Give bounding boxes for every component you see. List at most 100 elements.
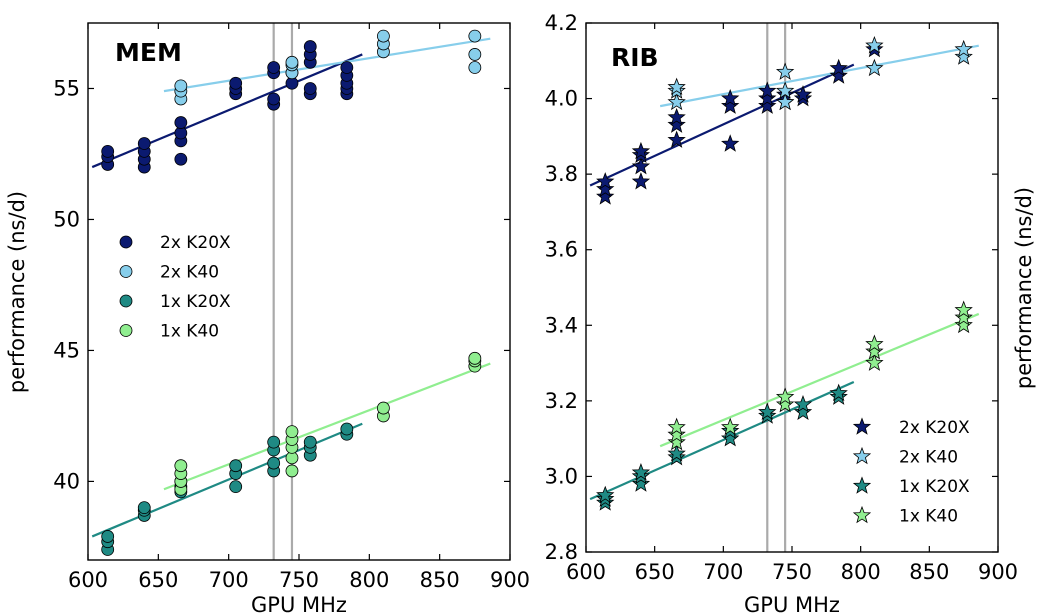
rib-x-tick-label: 900 <box>978 560 1018 584</box>
rib-data-point <box>631 156 651 175</box>
mem-data-point <box>174 152 188 166</box>
mem-data-point <box>468 48 482 61</box>
rib-fit-line <box>589 380 855 501</box>
mem-legend-marker <box>119 324 133 337</box>
mem-data-point <box>229 480 243 494</box>
rib-data-point <box>865 58 884 77</box>
mem-data-point <box>340 422 354 436</box>
rib-data-point <box>758 402 777 420</box>
mem-panel-title: MEM <box>115 38 182 67</box>
rib-data-point <box>954 308 973 326</box>
rib-data-point <box>631 172 651 190</box>
rib-legend-marker <box>852 505 872 524</box>
rib-data-point <box>954 315 973 334</box>
mem-data-point <box>101 530 115 543</box>
mem-data-point <box>137 501 151 515</box>
rib-data-point <box>721 429 740 447</box>
rib-x-tick-label: 750 <box>772 560 812 584</box>
mem-data-point <box>468 351 482 365</box>
mem-x-tick-label: 650 <box>138 568 178 592</box>
mem-data-point <box>174 79 188 93</box>
rib-y-tick-label: 2.8 <box>545 540 578 564</box>
rib-data-point <box>667 417 686 436</box>
mem-data-point <box>174 459 188 473</box>
mem-data-point <box>285 55 299 69</box>
mem-data-point <box>376 29 390 43</box>
rib-data-point <box>954 39 973 58</box>
mem-y-tick-label: 50 <box>53 207 80 231</box>
rib-data-point <box>596 172 615 190</box>
rib-data-point <box>758 96 777 114</box>
rib-y-tick-label: 3.6 <box>545 238 578 262</box>
mem-data-point <box>229 459 243 473</box>
rib-legend-marker <box>852 476 872 494</box>
rib-data-point <box>829 66 848 84</box>
mem-x-tick-label: 850 <box>420 568 460 592</box>
mem-x-tick-label: 800 <box>349 568 389 592</box>
rib-data-point <box>954 47 973 65</box>
rib-data-point <box>865 334 884 352</box>
mem-legend-label: 2x K40 <box>160 263 219 283</box>
mem-data-point <box>267 92 281 106</box>
mem-data-point <box>174 116 188 129</box>
rib-y-tick-label: 4.0 <box>545 87 578 111</box>
rib-y-tick-label: 4.2 <box>545 11 578 35</box>
rib-data-point <box>793 402 813 420</box>
rib-data-point <box>758 81 777 99</box>
rib-data-point <box>829 383 848 402</box>
rib-data-point <box>667 92 686 111</box>
mem-y-axis-label: performance (ns/d) <box>5 191 29 393</box>
rib-data-point <box>596 187 615 205</box>
mem-panel: 600 650 700 750 800 850 900 40 45 50 55 MEM 2x K20… <box>5 22 530 614</box>
mem-legend-marker <box>119 265 133 278</box>
rib-data-point <box>631 463 651 481</box>
rib-data-point <box>793 85 813 103</box>
rib-data-point <box>829 58 848 77</box>
mem-data-point <box>267 456 281 470</box>
rib-y-tick-label: 3.2 <box>545 389 578 413</box>
mem-data-point <box>137 137 151 150</box>
mem-x-axis-label: GPU MHz <box>251 593 347 614</box>
rib-legend-label: 2x K20X <box>899 418 970 438</box>
rib-data-point <box>631 474 651 492</box>
rib-data-point <box>631 141 651 160</box>
rib-data-point <box>721 96 740 114</box>
rib-data-point <box>667 130 686 148</box>
mem-x-tick-label: 750 <box>279 568 319 592</box>
rib-fit-line <box>659 312 980 448</box>
rib-data-point <box>667 115 686 133</box>
mem-y-tick-label: 55 <box>53 76 80 100</box>
rib-y-axis-label: performance (ns/d) <box>1012 187 1036 389</box>
rib-data-point <box>721 417 740 436</box>
mem-plot-frame <box>87 22 511 561</box>
rib-data-point <box>596 485 615 504</box>
mem-data-point <box>303 82 317 95</box>
mem-legend-label: 1x K20X <box>160 292 231 312</box>
mem-data-point <box>267 61 281 74</box>
rib-data-point <box>667 107 686 126</box>
mem-legend-marker <box>119 294 133 308</box>
rib-legend-marker <box>852 417 872 435</box>
rib-fit-line <box>589 63 855 187</box>
rib-data-point <box>721 88 740 107</box>
mem-data-point <box>376 401 390 415</box>
rib-data-point <box>793 395 813 413</box>
rib-panel: 600 650 700 750 800 850 900 2.8 3.0 3.2 3.4 3.6 3.8 4… <box>545 11 1036 614</box>
rib-legend-label: 1x K20X <box>899 477 970 497</box>
mem-y-tick-label: 45 <box>53 338 80 362</box>
rib-x-tick-label: 800 <box>841 560 881 584</box>
mem-x-tick-label: 900 <box>490 568 530 592</box>
mem-data-point <box>229 76 243 90</box>
mem-data-point <box>285 425 299 439</box>
rib-x-axis-label: GPU MHz <box>744 593 840 614</box>
rib-panel-title: RIB <box>611 43 659 72</box>
mem-data-point <box>303 435 317 449</box>
rib-legend: 2x K20X 2x K40 1x K20X 1x K40 <box>852 417 970 527</box>
mem-legend: 2x K20X 2x K40 1x K20X 1x K40 <box>119 233 231 342</box>
mem-fit-line <box>163 362 491 491</box>
mem-y-tick-label: 40 <box>53 469 80 493</box>
mem-data-point <box>468 29 482 43</box>
rib-legend-label: 1x K40 <box>899 507 958 527</box>
mem-legend-label: 1x K40 <box>160 322 219 342</box>
